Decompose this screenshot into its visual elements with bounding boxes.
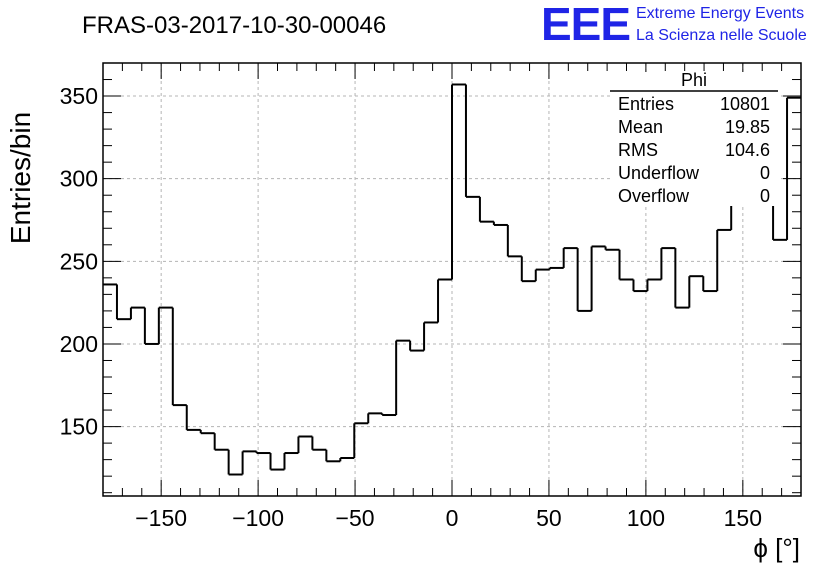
stats-box: Phi Entries 10801 Mean 19.85 RMS 104.6 Underfl… [610,70,778,206]
x-tick-label: −100 [232,505,284,531]
stats-box-background [610,72,778,206]
stats-label: Overflow [618,186,690,206]
y-tick-label: 300 [60,166,98,192]
stats-label: Mean [618,117,663,137]
y-tick-label: 150 [60,414,98,440]
x-tick-label: 100 [627,505,665,531]
x-tick-label: 50 [536,505,562,531]
stats-title: Phi [681,70,707,90]
x-tick-label: −150 [135,505,187,531]
x-tick-label: 150 [724,505,762,531]
y-tick-label: 250 [60,248,98,274]
axis-ticks: −150 −100 −50 0 50 100 150 150 200 250 300 350 [60,62,802,531]
stats-label: Underflow [618,163,700,183]
logo-mark: EEE [541,0,630,50]
stats-label: Entries [618,94,674,114]
stats-label: RMS [618,140,658,160]
y-tick-label: 200 [60,331,98,357]
x-tick-label: 0 [446,505,459,531]
x-tick-label: −50 [336,505,375,531]
logo-line-1: Extreme Energy Events [636,5,804,22]
chart-title: FRAS-03-2017-10-30-00046 [82,12,386,39]
stats-value: 19.85 [725,117,770,137]
stats-value: 104.6 [725,140,770,160]
histogram-series [103,83,801,476]
y-axis-label: Entries/bin [5,112,36,244]
stats-value: 0 [760,186,770,206]
eee-logo: EEE Extreme Energy Events La Scienza nel… [541,0,807,50]
x-axis-label: ϕ [°] [753,533,800,563]
y-tick-label: 350 [60,83,98,109]
stats-value: 0 [760,163,770,183]
stats-value: 10801 [720,94,770,114]
logo-line-2: La Scienza nelle Scuole [636,27,807,44]
stats-rows: Entries 10801 Mean 19.85 RMS 104.6 Underflow 0 O… [618,94,770,206]
